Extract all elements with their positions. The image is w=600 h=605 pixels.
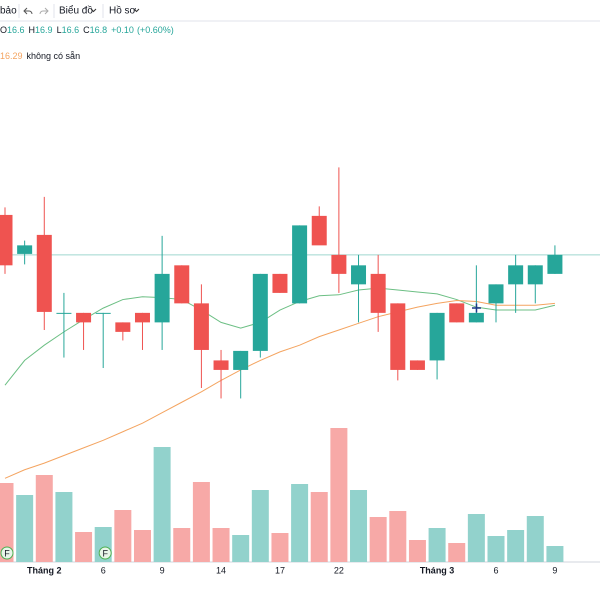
candle-body xyxy=(292,225,308,304)
volume-bar xyxy=(408,540,426,562)
candle-body xyxy=(429,312,445,361)
volume-bar xyxy=(55,492,73,562)
chevron xyxy=(133,8,140,13)
volume-bar xyxy=(546,546,564,562)
candle-body xyxy=(56,312,72,314)
volume-bar xyxy=(192,482,210,562)
candle-body xyxy=(409,360,425,370)
cursor xyxy=(472,303,481,313)
candle-body xyxy=(331,254,347,274)
volume-bar xyxy=(114,510,132,562)
x-tick-label: 6 xyxy=(493,565,498,575)
ohlc-label: C xyxy=(83,25,90,35)
ohlc-value: 16.8 xyxy=(90,25,108,35)
volume-bar xyxy=(173,528,191,562)
volume-bar xyxy=(35,475,53,562)
candle-body xyxy=(252,273,268,351)
volume-bar xyxy=(448,543,466,562)
ohlc-label: H xyxy=(29,25,36,35)
candle-body xyxy=(351,265,367,285)
candle-body xyxy=(468,312,484,323)
candle-body xyxy=(193,303,209,350)
chevron xyxy=(90,8,97,13)
candle-body xyxy=(311,215,327,246)
event-label: F xyxy=(4,548,10,558)
volume-bar xyxy=(310,492,328,562)
candle-body xyxy=(36,234,52,312)
ohlc-legend: O16.6 H16.9 L16.6 C16.8 +0.10 (+0.60%) xyxy=(0,25,174,35)
x-tick-label: 6 xyxy=(101,565,106,575)
moving-average xyxy=(4,287,556,386)
volume-bar xyxy=(133,530,151,562)
candle-body xyxy=(547,254,563,274)
volume-bar xyxy=(487,536,505,562)
candle-body xyxy=(527,265,543,285)
volume-bar xyxy=(212,528,230,562)
volume-bar xyxy=(389,511,407,562)
candle-body xyxy=(115,322,131,332)
x-tick-label: Tháng 3 xyxy=(420,565,455,575)
candle-body xyxy=(17,245,33,254)
candle-body xyxy=(488,284,504,304)
ohlc-value: 16.6 xyxy=(62,25,80,35)
candle-body xyxy=(213,360,229,370)
candle-body xyxy=(370,273,386,313)
toolbar-item[interactable]: bảo xyxy=(0,6,17,17)
volume-bar xyxy=(251,490,269,562)
volume-bar xyxy=(526,516,544,562)
change-pct: (+0.60%) xyxy=(137,25,174,35)
volume-bar xyxy=(271,533,289,562)
ohlc-label: O xyxy=(0,25,7,35)
volume-bar xyxy=(330,428,348,562)
redo-icon[interactable] xyxy=(39,7,49,15)
x-tick-label: 14 xyxy=(216,565,226,575)
volume-bar xyxy=(369,517,387,562)
moving-average xyxy=(4,300,555,479)
volume-bar xyxy=(467,514,485,562)
candle-body xyxy=(508,265,524,285)
ma-value: 16.29 xyxy=(0,51,23,61)
ma-note: không có sẵn xyxy=(27,51,81,61)
volume-bar xyxy=(153,447,171,562)
candle-body xyxy=(95,312,111,314)
candle-body xyxy=(134,312,150,323)
toolbar-item[interactable]: Hồ sơ xyxy=(109,5,137,17)
volume-bar xyxy=(350,490,368,562)
candle-body xyxy=(390,303,406,370)
volume-bar xyxy=(75,532,93,562)
x-tick-label: 17 xyxy=(275,565,285,575)
candle-body xyxy=(0,214,13,266)
candle-body xyxy=(154,273,170,323)
toolbar-item[interactable]: Biểu đồ xyxy=(59,5,93,17)
candle-body xyxy=(449,303,465,323)
candle-body xyxy=(233,350,249,370)
candle-body xyxy=(76,312,92,323)
volume-bar xyxy=(291,484,309,562)
volume-bar xyxy=(232,535,250,562)
event-marker xyxy=(98,546,112,560)
ma-legend: 16.29 không có sẵn xyxy=(0,51,80,61)
ohlc-value: 16.9 xyxy=(35,25,53,35)
volume-bar xyxy=(0,483,14,562)
event-label: F xyxy=(102,548,108,558)
candle-body xyxy=(174,265,190,304)
x-tick-label: 22 xyxy=(334,565,344,575)
candle-body xyxy=(272,273,288,293)
x-tick-label: Tháng 2 xyxy=(27,565,62,575)
ohlc-value: 16.6 xyxy=(7,25,25,35)
undo-icon[interactable] xyxy=(23,7,33,15)
ohlc-label: L xyxy=(57,25,62,35)
event-marker xyxy=(0,546,14,560)
toolbar xyxy=(0,0,600,21)
x-tick-label: 9 xyxy=(160,565,165,575)
volume-bar xyxy=(507,530,525,562)
x-tick-label: 9 xyxy=(552,565,557,575)
change: +0.10 xyxy=(111,25,134,35)
volume-bar xyxy=(16,495,34,562)
volume-bar xyxy=(428,528,446,562)
